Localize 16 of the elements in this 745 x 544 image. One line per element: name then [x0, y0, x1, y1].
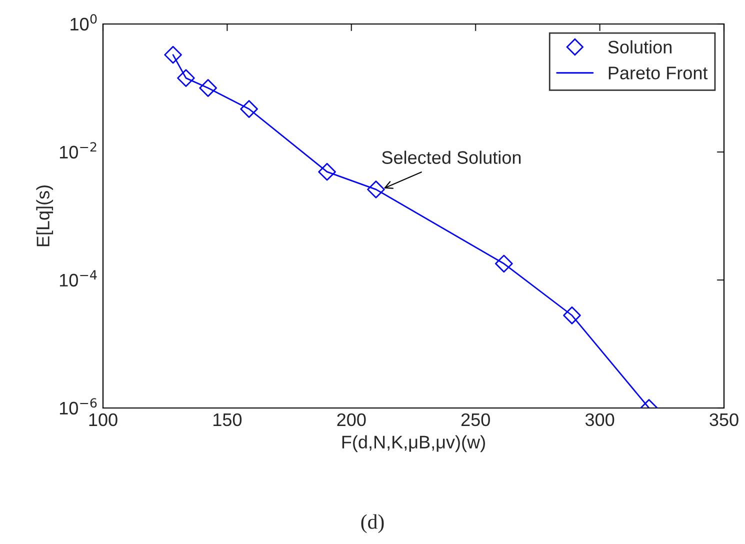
legend-label: Solution: [608, 40, 672, 54]
y-tick-label: 10$^{−2}$: [60, 142, 96, 159]
x-axis-title: F(d,N,K,μB,μv)(w): [342, 435, 485, 452]
legend-label: Pareto Front: [608, 66, 708, 80]
y-tick-label: 10$^{0}$: [70, 14, 97, 31]
y-tick-label: 10$^{−4}$: [60, 270, 97, 287]
annotation: Selected Solution: [382, 150, 521, 164]
x-tick-label: 150: [214, 413, 242, 426]
text: (d): [361, 514, 384, 534]
y-axis-title: E[Lq](s): [36, 186, 54, 246]
y-tick-label: 10$^{−6}$: [60, 398, 97, 415]
x-tick-label: 350: [710, 413, 738, 426]
x-tick-label: 300: [585, 413, 614, 426]
x-tick-label: 200: [337, 413, 366, 426]
x-tick-label: 250: [461, 413, 490, 426]
x-tick-label: 100: [89, 413, 118, 426]
